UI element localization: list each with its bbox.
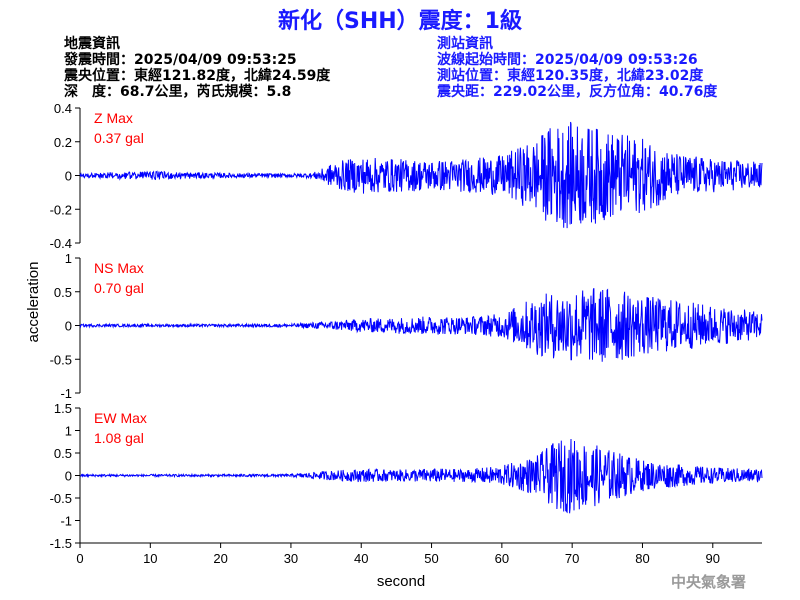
waveform-ew	[80, 438, 763, 514]
earthquake-info: 地震資訊 發震時間：2025/04/09 09:53:25 震央位置：東經121…	[64, 36, 330, 100]
y-tick-label: -0.4	[50, 236, 72, 251]
series-max-label: 1.08 gal	[94, 430, 144, 446]
x-tick-label: 70	[565, 551, 579, 566]
y-tick-label: -0.5	[50, 352, 72, 367]
x-tick-label: 50	[424, 551, 438, 566]
y-tick-label: 1	[65, 424, 72, 439]
x-tick-label: 80	[635, 551, 649, 566]
y-tick-label: 0	[65, 169, 72, 184]
x-tick-label: 20	[213, 551, 227, 566]
y-tick-label: -0.5	[50, 491, 72, 506]
x-axis-label: second	[377, 573, 425, 590]
y-tick-label: -1	[60, 514, 72, 529]
waveform-z	[79, 121, 763, 229]
y-axis-label: acceleration	[25, 262, 42, 343]
x-tick-label: 40	[354, 551, 368, 566]
x-tick-label: 0	[76, 551, 83, 566]
x-tick-label: 60	[495, 551, 509, 566]
y-tick-label: -0.2	[50, 202, 72, 217]
y-tick-label: 0	[65, 469, 72, 484]
x-tick-label: 30	[284, 551, 298, 566]
y-tick-label: 0.2	[54, 135, 72, 150]
epicenter: 震央位置：東經121.82度，北緯24.59度	[64, 68, 331, 84]
x-tick-label: 90	[706, 551, 720, 566]
waveform-ns	[79, 288, 763, 362]
epicentral-distance: 震央距：229.02公里，反方位角：40.76度	[437, 84, 718, 100]
origin-time: 發震時間：2025/04/09 09:53:25	[64, 52, 297, 68]
series-name-label: Z Max	[94, 110, 133, 126]
y-tick-label: 0	[65, 319, 72, 334]
y-tick-label: 1	[65, 251, 72, 266]
station-info: 測站資訊 波線起始時間：2025/04/09 09:53:26 測站位置：東經1…	[437, 36, 717, 100]
station-info-heading: 測站資訊	[437, 36, 493, 52]
depth-magnitude: 深 度：68.7公里，芮氏規模：5.8	[64, 84, 292, 100]
series-name-label: EW Max	[94, 410, 147, 426]
wave-start-time: 波線起始時間：2025/04/09 09:53:26	[437, 52, 698, 68]
y-tick-label: -1.5	[50, 536, 72, 551]
series-max-label: 0.37 gal	[94, 130, 144, 146]
y-tick-label: 0.5	[54, 285, 72, 300]
earthquake-info-heading: 地震資訊	[64, 36, 120, 52]
y-tick-label: -1	[60, 386, 72, 401]
y-tick-label: 0.5	[54, 446, 72, 461]
series-max-label: 0.70 gal	[94, 280, 144, 296]
y-tick-label: 0.4	[54, 101, 72, 116]
x-tick-label: 10	[143, 551, 157, 566]
page-title: 新化（SHH）震度：1級	[278, 9, 522, 34]
y-tick-label: 1.5	[54, 401, 72, 416]
agency-watermark: 中央氣象署	[670, 573, 746, 591]
series-name-label: NS Max	[94, 260, 144, 276]
station-location: 測站位置：東經120.35度，北緯23.02度	[437, 68, 704, 84]
